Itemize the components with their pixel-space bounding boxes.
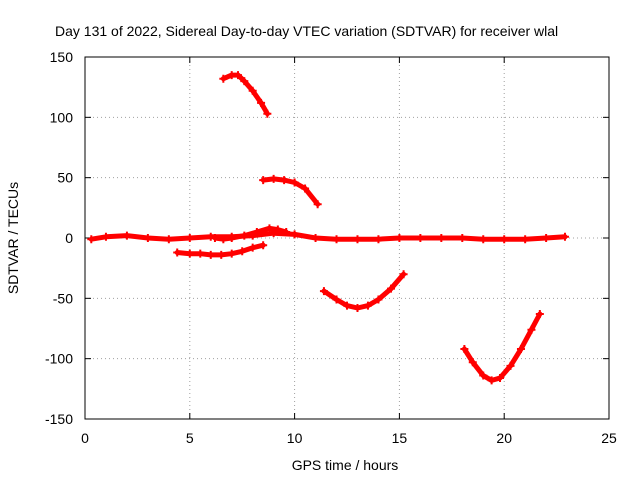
data-point: [227, 249, 236, 258]
data-point: [506, 361, 515, 370]
data-point: [206, 250, 215, 259]
x-tick-label: 5: [186, 430, 194, 446]
data-point: [240, 231, 249, 240]
data-point: [458, 234, 467, 242]
x-tick-label: 25: [601, 430, 617, 446]
data-point: [332, 235, 341, 244]
data-point: [282, 227, 291, 236]
x-axis-title: GPS time / hours: [292, 457, 399, 473]
data-point: [313, 200, 322, 209]
data-point: [542, 234, 551, 242]
data-point: [273, 225, 282, 234]
data-point: [164, 235, 173, 244]
data-point: [343, 301, 351, 310]
data-point: [479, 371, 488, 380]
data-point: [301, 184, 310, 193]
x-tick-label: 10: [287, 430, 303, 446]
data-point: [363, 301, 372, 310]
data-point: [280, 176, 289, 185]
data-point: [259, 241, 268, 250]
y-tick-label: -100: [45, 351, 73, 367]
data-point: [487, 376, 496, 385]
data-point: [238, 247, 247, 256]
y-tick-label: 0: [65, 230, 73, 246]
data-point: [234, 71, 243, 80]
data-point: [143, 234, 152, 242]
data-point: [185, 249, 194, 258]
data-point: [290, 230, 299, 239]
data-point: [399, 270, 408, 279]
data-point: [521, 235, 530, 244]
data-point: [265, 224, 274, 233]
data-point: [516, 345, 525, 354]
series-line-arc-minus-115: [461, 311, 543, 383]
y-tick-label: 150: [50, 49, 74, 65]
y-tick-label: 100: [50, 109, 74, 125]
data-point: [527, 325, 536, 334]
data-point: [319, 287, 328, 296]
data-point: [227, 234, 236, 242]
data-point: [248, 243, 257, 252]
data-point: [240, 77, 249, 86]
data-point: [87, 235, 96, 244]
series-line-arc-near-zero-main: [88, 230, 568, 242]
data-point: [332, 295, 341, 304]
data-point: [219, 235, 228, 244]
y-tick-label: -150: [45, 411, 73, 427]
axis-ticks: 0 5 10 15 20 25 -150 -100 -50 0 50 100 150: [45, 49, 617, 446]
data-point: [173, 248, 182, 257]
data-point: [437, 234, 446, 242]
data-point: [460, 345, 469, 354]
chart-title: Day 131 of 2022, Sidereal Day-to-day VTE…: [55, 23, 558, 39]
data-point: [252, 227, 261, 236]
y-axis-title: SDTVAR / TECUs: [5, 182, 21, 294]
x-tick-label: 0: [81, 430, 89, 446]
data-point: [353, 235, 362, 244]
data-point: [263, 109, 272, 118]
data-point: [395, 234, 404, 242]
data-point: [496, 373, 505, 382]
data-point: [269, 174, 278, 183]
data-point: [479, 235, 488, 244]
data-point: [219, 74, 228, 83]
data-point: [500, 235, 509, 244]
data-point: [290, 178, 299, 187]
data-point: [257, 98, 266, 107]
data-point: [259, 176, 268, 185]
data-point: [387, 284, 396, 293]
y-tick-label: 50: [57, 170, 73, 186]
data-point: [468, 358, 477, 367]
x-tick-label: 20: [496, 430, 512, 446]
data-point: [311, 234, 320, 242]
data-point: [122, 231, 131, 240]
data-point: [101, 232, 110, 241]
series-line-arc-48: [260, 176, 321, 207]
data-series: [87, 71, 569, 385]
data-point: [196, 249, 205, 258]
data-point: [210, 234, 219, 242]
data-point: [560, 232, 569, 241]
data-point: [353, 303, 362, 312]
data-point: [535, 310, 544, 319]
y-tick-label: -50: [53, 290, 73, 306]
data-point: [374, 235, 383, 244]
x-tick-label: 15: [392, 430, 408, 446]
data-point: [374, 295, 383, 304]
data-point: [185, 234, 194, 242]
data-point: [217, 250, 226, 259]
data-point: [416, 234, 425, 242]
data-point: [248, 86, 257, 95]
